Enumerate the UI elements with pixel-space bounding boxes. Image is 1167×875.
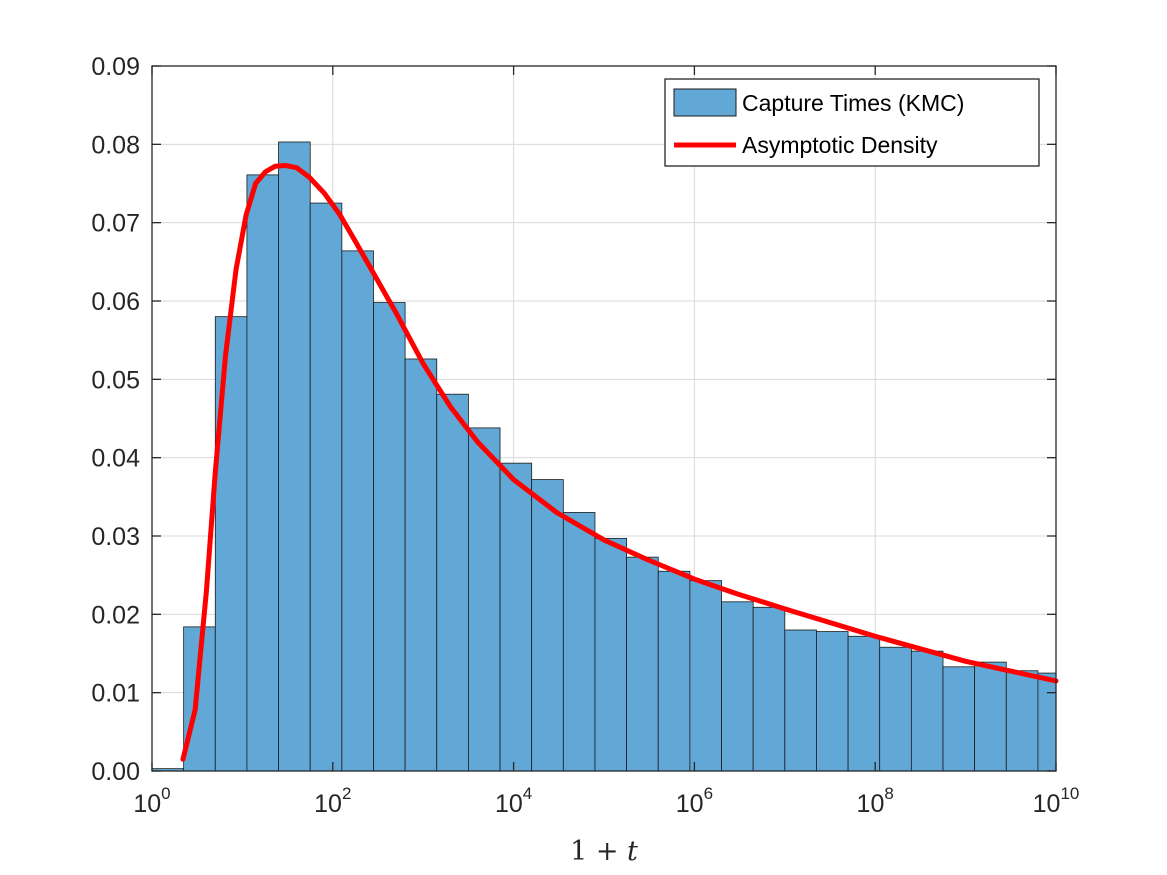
- y-tick-label: 0.09: [91, 53, 140, 81]
- histogram-bar: [531, 479, 564, 772]
- histogram-bar: [436, 393, 469, 772]
- histogram-bar: [657, 570, 691, 772]
- axis-ticks: [151, 65, 1057, 772]
- histogram-bars: [151, 141, 1057, 772]
- y-tick-label: 0.06: [91, 288, 140, 316]
- histogram-bar: [689, 580, 722, 772]
- histogram-bar: [910, 650, 944, 772]
- histogram-bar: [214, 316, 248, 772]
- histogram-bar: [847, 635, 881, 772]
- histogram-bar: [626, 556, 659, 772]
- y-axis-tick-labels: 0.00 0.01 0.02 0.03 0.04 0.05 0.06 0.07 0.08 0.09: [91, 53, 140, 786]
- histogram-bar: [278, 141, 311, 772]
- histogram-bar: [341, 250, 374, 772]
- histogram-bar: [594, 537, 628, 772]
- y-tick-label: 0.02: [91, 601, 140, 629]
- histogram-bar: [784, 629, 817, 772]
- x-tick-label: 102: [314, 784, 351, 818]
- x-tick-label: 1010: [1033, 784, 1080, 818]
- y-tick-label: 0.04: [91, 445, 140, 473]
- density-curve-layer: [180, 162, 1059, 762]
- y-tick-label: 0.05: [91, 366, 140, 394]
- histogram-bar: [942, 666, 976, 772]
- histogram-bar: [309, 202, 343, 772]
- x-axis-label: 1 + t: [570, 836, 638, 867]
- legend-label-capture-times: Capture Times (KMC): [742, 90, 964, 116]
- x-tick-label: 106: [676, 784, 713, 818]
- x-tick-label: 104: [495, 784, 532, 818]
- y-tick-label: 0.08: [91, 131, 140, 159]
- y-tick-label: 0.07: [91, 210, 140, 238]
- x-axis-tick-labels: 100 102 104 106 108 1010: [133, 784, 1079, 818]
- legend: Capture Times (KMC) Asymptotic Density: [664, 78, 1040, 167]
- histogram-bar: [562, 512, 596, 772]
- histogram-bar: [404, 358, 438, 772]
- x-tick-label: 108: [857, 784, 894, 818]
- asymptotic-density-line: [180, 162, 1059, 762]
- histogram-bar: [752, 606, 786, 772]
- histogram-bar: [246, 174, 279, 772]
- y-tick-label: 0.03: [91, 523, 140, 551]
- histogram-bar: [974, 661, 1007, 772]
- histogram-bar: [721, 601, 754, 772]
- axes-box: [151, 65, 1057, 772]
- histogram-bar: [499, 462, 533, 772]
- x-tick-label: 100: [133, 784, 170, 818]
- legend-label-asymptotic-density: Asymptotic Density: [742, 132, 938, 158]
- histogram-bar: [816, 631, 849, 772]
- legend-bar-swatch: [673, 88, 737, 117]
- y-tick-label: 0.01: [91, 680, 140, 708]
- histogram-bar: [373, 302, 406, 772]
- histogram-bar: [879, 646, 912, 772]
- histogram-bar: [467, 427, 501, 772]
- histogram-bar: [1005, 670, 1039, 772]
- histogram-bar: [1037, 672, 1057, 772]
- y-tick-label: 0.00: [91, 758, 140, 786]
- plot-area: [151, 65, 1059, 772]
